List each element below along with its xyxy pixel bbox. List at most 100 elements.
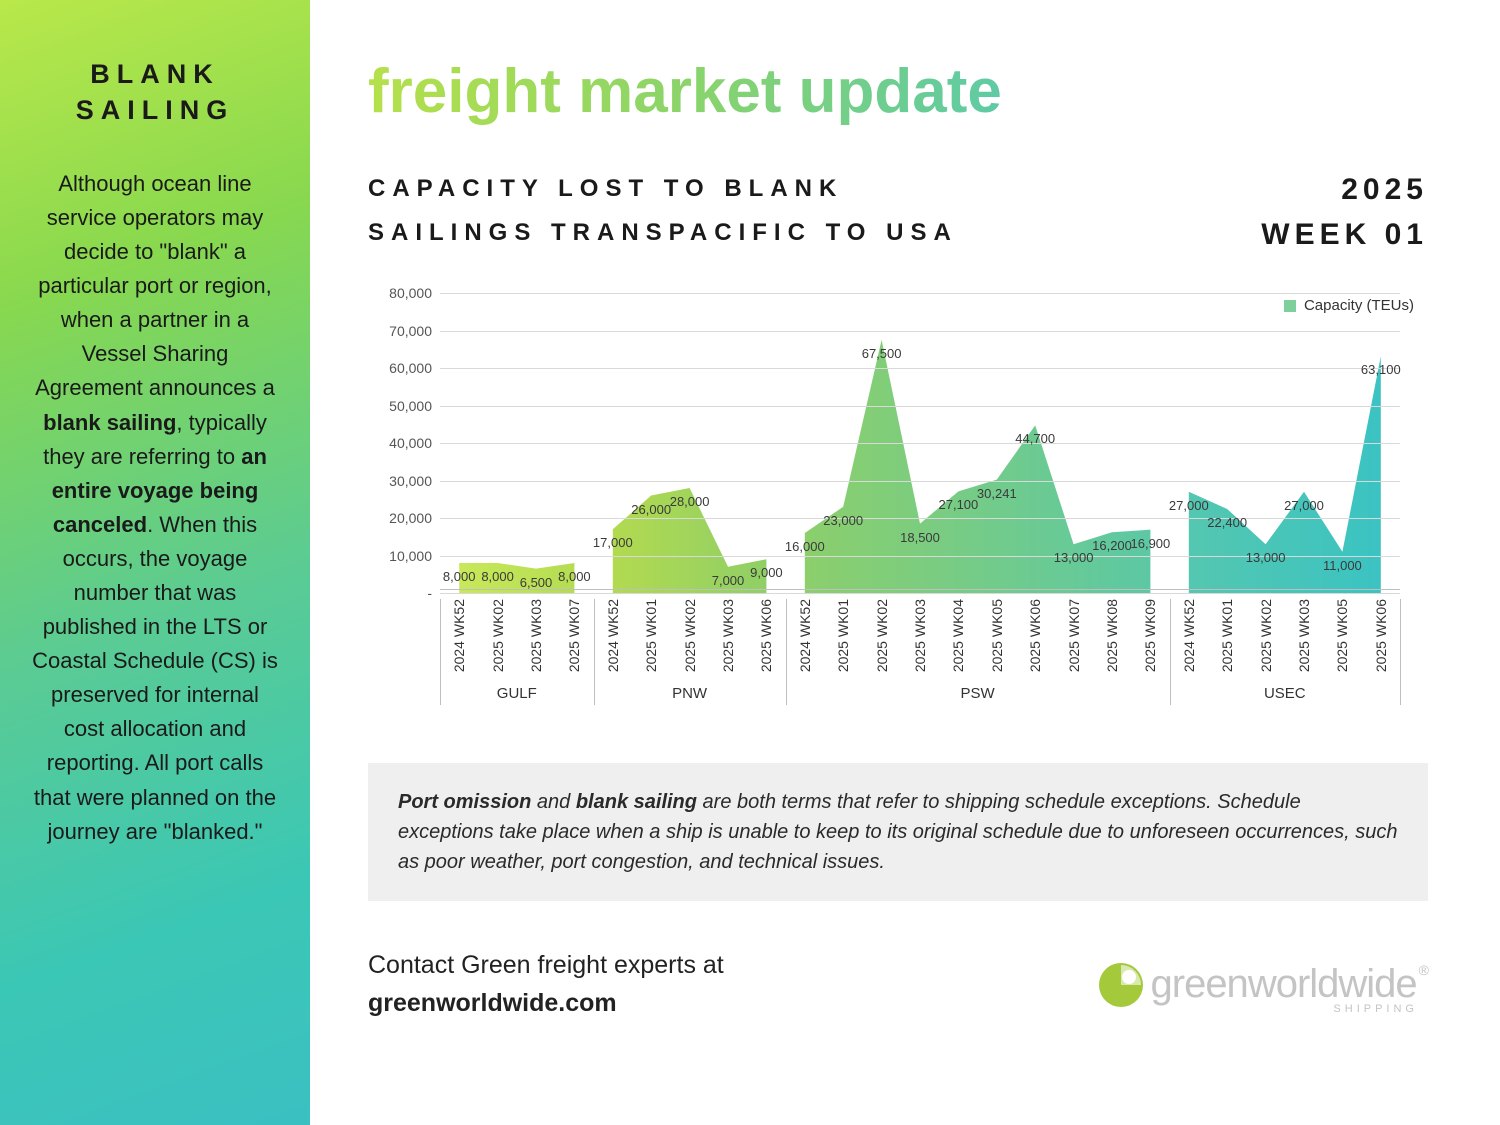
group-label: GULF: [497, 685, 537, 702]
xtick-label: 2025 WK08: [1104, 599, 1120, 672]
xtick-label: 2025 WK02: [1258, 599, 1274, 672]
data-label: 7,000: [712, 573, 745, 588]
data-label: 8,000: [481, 569, 514, 584]
data-label: 16,900: [1131, 536, 1171, 551]
data-label: 8,000: [443, 569, 476, 584]
data-label: 18,500: [900, 530, 940, 545]
sidebar-title: BLANK SAILING: [28, 56, 282, 129]
brand-icon: [1097, 961, 1145, 1009]
data-label: 63,100: [1361, 362, 1401, 377]
subhead-left-line2: SAILINGS TRANSPACIFIC TO USA: [368, 219, 958, 246]
headline: freight market update: [368, 56, 1428, 127]
xtick-label: 2025 WK06: [1373, 599, 1389, 672]
ytick-label: 20,000: [368, 510, 432, 526]
data-label: 44,700: [1015, 431, 1055, 446]
data-label: 6,500: [520, 575, 553, 590]
gridline: [440, 406, 1400, 407]
brand-reg: ®: [1419, 962, 1428, 978]
xtick-label: 2025 WK01: [1219, 599, 1235, 672]
brand-word: greenworldwide® SHIPPING: [1151, 962, 1429, 1007]
xtick-label: 2025 WK06: [1027, 599, 1043, 672]
note-box: Port omission and blank sailing are both…: [368, 763, 1428, 901]
ytick-label: 70,000: [368, 323, 432, 339]
group-label: USEC: [1264, 685, 1306, 702]
data-label: 27,000: [1169, 498, 1209, 513]
data-label: 22,400: [1207, 515, 1247, 530]
xtick-label: 2025 WK07: [566, 599, 582, 672]
main: freight market update CAPACITY LOST TO B…: [310, 0, 1500, 1125]
gridline: [440, 518, 1400, 519]
brand-sub: SHIPPING: [1333, 1003, 1418, 1015]
subhead-row: CAPACITY LOST TO BLANK SAILINGS TRANSPAC…: [368, 167, 1428, 257]
contact-row: Contact Green freight experts at greenwo…: [368, 947, 1428, 1022]
subhead-right-line2: WEEK 01: [1261, 218, 1428, 251]
xtick-label: 2025 WK05: [1334, 599, 1350, 672]
gridline: [440, 368, 1400, 369]
page: BLANK SAILING Although ocean line servic…: [0, 0, 1500, 1125]
subhead-left: CAPACITY LOST TO BLANK SAILINGS TRANSPAC…: [368, 167, 958, 256]
xtick-label: 2025 WK03: [1296, 599, 1312, 672]
note-bold1: Port omission: [398, 791, 531, 813]
subhead-left-line1: CAPACITY LOST TO BLANK: [368, 175, 843, 202]
xtick-label: 2025 WK03: [528, 599, 544, 672]
xtick-label: 2024 WK52: [797, 599, 813, 672]
gridline: [440, 293, 1400, 294]
ytick-label: 30,000: [368, 473, 432, 489]
xtick-label: 2025 WK02: [874, 599, 890, 672]
xtick-label: 2024 WK52: [451, 599, 467, 672]
xtick-label: 2025 WK03: [720, 599, 736, 672]
data-label: 16,000: [785, 539, 825, 554]
xtick-label: 2025 WK01: [835, 599, 851, 672]
data-label: 11,000: [1323, 558, 1362, 573]
xtick-label: 2025 WK02: [490, 599, 506, 672]
note-bold2: blank sailing: [576, 791, 697, 813]
ytick-label: 50,000: [368, 398, 432, 414]
xtick-label: 2025 WK07: [1066, 599, 1082, 672]
sidebar-body-bold1: blank sailing: [43, 410, 176, 435]
sidebar-body: Although ocean line service operators ma…: [28, 167, 282, 849]
sidebar-title-line1: BLANK: [90, 59, 220, 89]
xtick-label: 2024 WK52: [1181, 599, 1197, 672]
subhead-right: 2025 WEEK 01: [1261, 167, 1428, 257]
gridline: [440, 331, 1400, 332]
gridline: [440, 481, 1400, 482]
contact-line1: Contact Green freight experts at: [368, 951, 724, 979]
brand-word2: worldwide: [1248, 962, 1417, 1006]
xtick-label: 2024 WK52: [605, 599, 621, 672]
capacity-chart: Capacity (TEUs) -10,00020,00030,00040,00…: [368, 287, 1418, 707]
note-t1: and: [531, 791, 575, 813]
data-label: 16,200: [1092, 538, 1132, 553]
xtick-label: 2025 WK05: [989, 599, 1005, 672]
group-label: PSW: [961, 685, 995, 702]
data-label: 27,000: [1284, 498, 1324, 513]
data-label: 8,000: [558, 569, 591, 584]
data-label: 23,000: [823, 513, 863, 528]
xtick-label: 2025 WK02: [682, 599, 698, 672]
ytick-label: -: [368, 585, 432, 601]
group-label: PNW: [672, 685, 707, 702]
xtick-label: 2025 WK03: [912, 599, 928, 672]
brand-word1: green: [1151, 962, 1248, 1006]
ytick-label: 10,000: [368, 548, 432, 564]
sidebar-body-pre: Although ocean line service operators ma…: [35, 171, 275, 401]
data-label: 17,000: [593, 535, 633, 550]
contact-line2: greenworldwide.com: [368, 989, 617, 1017]
data-label: 9,000: [750, 565, 783, 580]
contact-text: Contact Green freight experts at greenwo…: [368, 947, 724, 1022]
gridline: [440, 593, 1400, 594]
xtick-label: 2025 WK09: [1142, 599, 1158, 672]
data-label: 67,500: [862, 346, 902, 361]
sidebar: BLANK SAILING Although ocean line servic…: [0, 0, 310, 1125]
subhead-right-line1: 2025: [1341, 173, 1428, 206]
data-label: 28,000: [670, 494, 710, 509]
sidebar-body-post: . When this occurs, the voyage number th…: [32, 512, 278, 844]
brand-logo: greenworldwide® SHIPPING: [1097, 961, 1429, 1009]
ytick-label: 80,000: [368, 285, 432, 301]
gridline: [440, 443, 1400, 444]
data-label: 13,000: [1054, 550, 1094, 565]
chart-plot: -10,00020,00030,00040,00050,00060,00070,…: [440, 293, 1400, 593]
xtick-label: 2025 WK01: [643, 599, 659, 672]
data-label: 27,100: [939, 497, 979, 512]
data-label: 13,000: [1246, 550, 1286, 565]
chart-xticks: 2024 WK52 2025 WK02 2025 WK03 2025 WK07 2024…: [440, 599, 1400, 709]
